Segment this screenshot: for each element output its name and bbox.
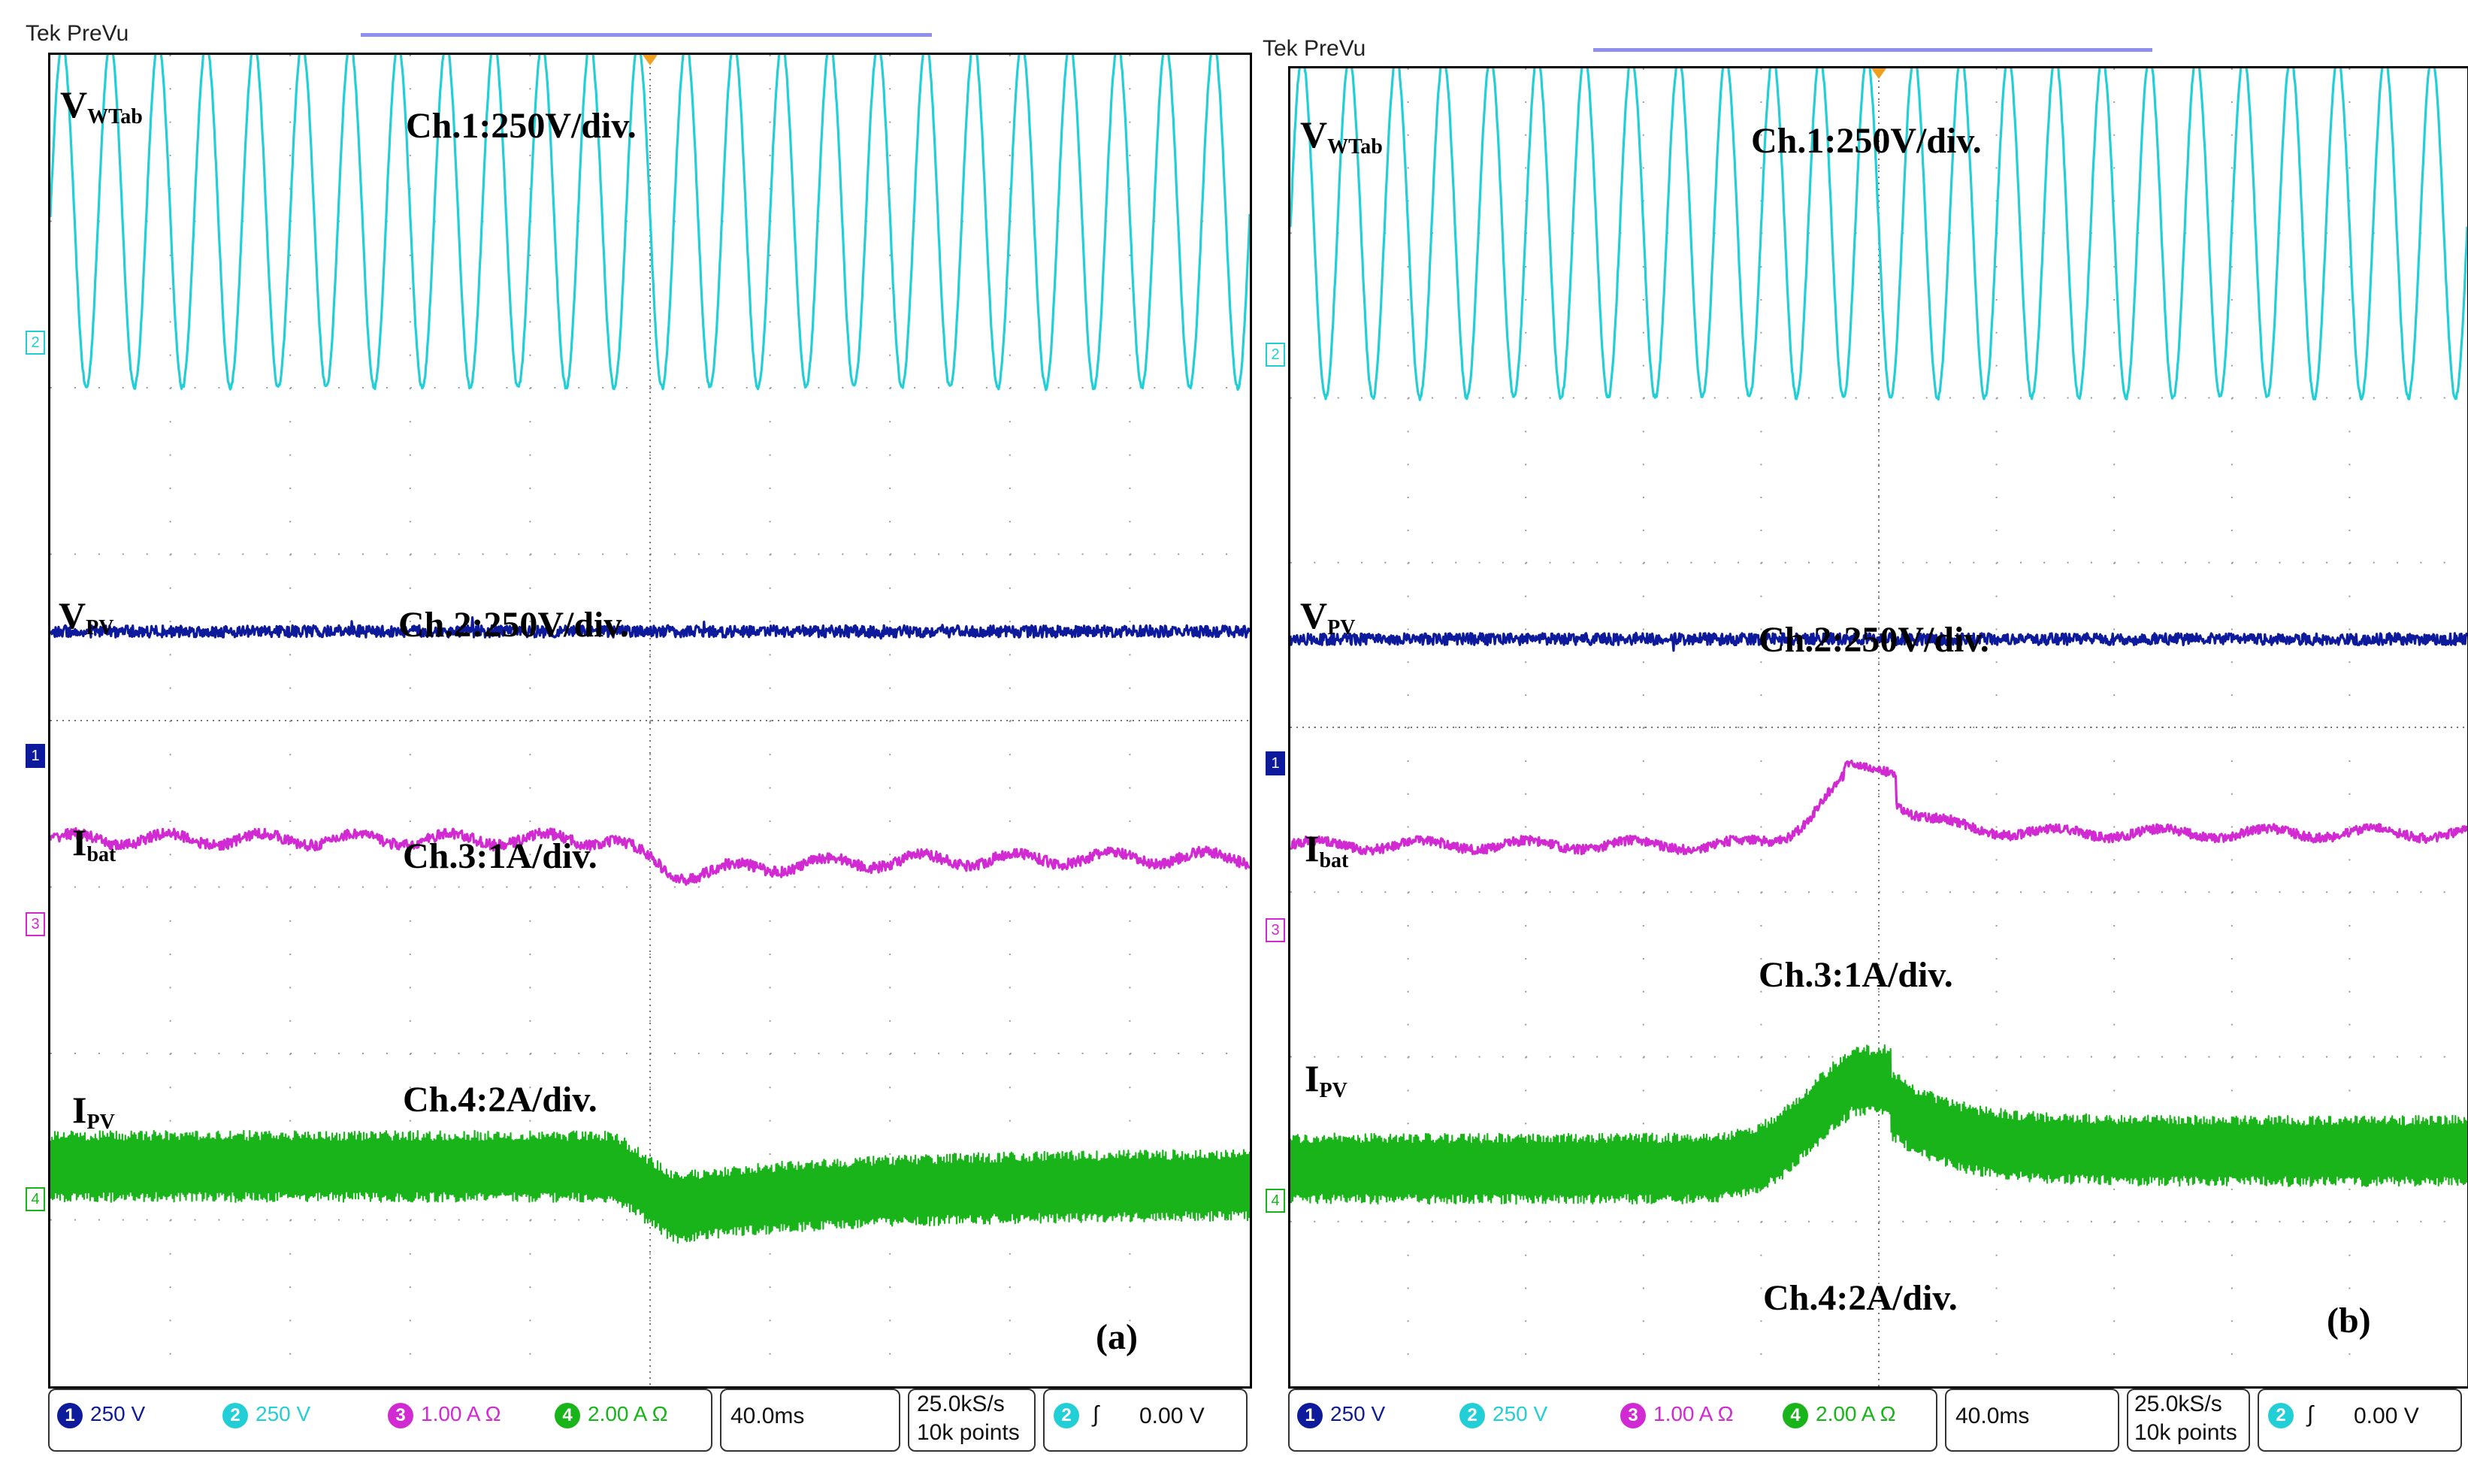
status-ch4[interactable]: 4 2.00 A Ω bbox=[555, 1402, 668, 1428]
sample-rate-value: 25.0kS/s bbox=[917, 1392, 1005, 1416]
scale-label-ch2: Ch.2:250V/div. bbox=[398, 605, 629, 645]
sample-rate-box[interactable]: 25.0kS/s 10k points bbox=[908, 1389, 1036, 1452]
trigger-slope-icon: ∫ bbox=[1093, 1402, 1099, 1427]
status-ch4[interactable]: 4 2.00 A Ω bbox=[1783, 1402, 1896, 1428]
trace-v-pv bbox=[50, 616, 1250, 640]
ch4-ground-marker[interactable]: 4 bbox=[1266, 1189, 1285, 1213]
trace-i-pv bbox=[50, 1129, 1250, 1244]
trace-i-pv bbox=[1290, 1044, 2467, 1205]
timebase-box[interactable]: 40.0ms bbox=[720, 1389, 900, 1452]
scale-label-ch1: Ch.1:250V/div. bbox=[406, 106, 637, 146]
trigger-position-bar bbox=[361, 33, 932, 37]
trigger-box[interactable]: 2 ∫ 0.00 V bbox=[1043, 1389, 1248, 1452]
sample-rate-value: 25.0kS/s bbox=[2134, 1392, 2222, 1416]
signal-label-ipv: IPV bbox=[72, 1089, 115, 1134]
signal-label-ipv: IPV bbox=[1305, 1057, 1347, 1102]
signal-label-ibat: Ibat bbox=[1305, 827, 1349, 872]
record-length-value: 10k points bbox=[2134, 1420, 2237, 1445]
ch3-ground-marker[interactable]: 3 bbox=[26, 912, 45, 936]
trace-i-bat bbox=[1290, 759, 2467, 856]
trigger-time-marker bbox=[643, 55, 658, 65]
ch2-ground-marker[interactable]: 2 bbox=[1266, 343, 1285, 367]
panel-label-a: (a) bbox=[1096, 1317, 1138, 1357]
scope-screen bbox=[48, 53, 1252, 1389]
scale-label-ch2: Ch.2:250V/div. bbox=[1759, 620, 1989, 660]
trigger-channel: 2 bbox=[1054, 1402, 1087, 1428]
scale-label-ch4: Ch.4:2A/div. bbox=[1763, 1278, 1958, 1318]
trigger-time-marker bbox=[1871, 68, 1886, 79]
signal-label-vpv: VPV bbox=[59, 594, 114, 639]
waveform-plot bbox=[50, 55, 1250, 1386]
scale-label-ch3: Ch.3:1A/div. bbox=[403, 836, 597, 876]
timebase-value: 40.0ms bbox=[730, 1404, 805, 1428]
trace-i-bat bbox=[50, 827, 1250, 886]
signal-label-ibat: Ibat bbox=[72, 821, 116, 866]
scope-panel-b: Tek PreVu 2 1 3 4 VWTab Ch.1:250V/div. V… bbox=[1240, 0, 2468, 1484]
tek-prevu-logo: Tek PreVu bbox=[26, 21, 129, 46]
timebase-value: 40.0ms bbox=[1955, 1404, 2030, 1428]
channel-scales-box[interactable]: 1 250 V 2 250 V 3 1.00 A Ω 4 2.00 A Ω bbox=[48, 1389, 712, 1452]
signal-label-vpv: VPV bbox=[1300, 594, 1356, 639]
scale-label-ch1: Ch.1:250V/div. bbox=[1751, 121, 1982, 161]
status-ch3[interactable]: 3 1.00 A Ω bbox=[388, 1402, 501, 1428]
trigger-slope-icon: ∫ bbox=[2307, 1402, 2314, 1427]
signal-label-vwtab: VWTab bbox=[1300, 113, 1383, 159]
scope-screen bbox=[1288, 66, 2468, 1389]
scale-label-ch3: Ch.3:1A/div. bbox=[1759, 955, 1953, 995]
record-length-value: 10k points bbox=[917, 1420, 1020, 1445]
trace-v-wtab bbox=[50, 55, 1250, 391]
channel-scales-box[interactable]: 1 250 V 2 250 V 3 1.00 A Ω 4 2.00 A Ω bbox=[1288, 1389, 1937, 1452]
ch3-ground-marker[interactable]: 3 bbox=[1266, 918, 1285, 942]
trigger-position-bar bbox=[1593, 48, 2152, 52]
scope-panel-a: Tek PreVu 2 1 3 4 VWTab Ch.1:250V/div. V… bbox=[26, 21, 1252, 1452]
status-ch1[interactable]: 1 250 V bbox=[57, 1402, 145, 1428]
status-ch1[interactable]: 1 250 V bbox=[1297, 1402, 1385, 1428]
status-ch3[interactable]: 3 1.00 A Ω bbox=[1620, 1402, 1734, 1428]
status-bar: 1 250 V 2 250 V 3 1.00 A Ω 4 2.00 A Ω 40.0ms… bbox=[48, 1389, 1248, 1452]
ch1-ground-marker[interactable]: 1 bbox=[1266, 751, 1285, 775]
trigger-level-value: 0.00 V bbox=[1139, 1404, 1205, 1428]
status-ch2[interactable]: 2 250 V bbox=[222, 1402, 310, 1428]
trigger-box[interactable]: 2 ∫ 0.00 V bbox=[2258, 1389, 2462, 1452]
timebase-box[interactable]: 40.0ms bbox=[1945, 1389, 2119, 1452]
waveform-plot bbox=[1290, 68, 2467, 1386]
trigger-channel: 2 bbox=[2268, 1402, 2301, 1428]
tek-prevu-logo: Tek PreVu bbox=[1263, 36, 1366, 61]
sample-rate-box[interactable]: 25.0kS/s 10k points bbox=[2127, 1389, 2250, 1452]
trace-v-pv bbox=[1290, 631, 2467, 652]
ch2-ground-marker[interactable]: 2 bbox=[26, 331, 45, 355]
signal-label-vwtab: VWTab bbox=[60, 83, 143, 128]
scale-label-ch4: Ch.4:2A/div. bbox=[403, 1080, 597, 1120]
ch4-ground-marker[interactable]: 4 bbox=[26, 1187, 45, 1211]
trigger-level-value: 0.00 V bbox=[2354, 1404, 2419, 1428]
panel-label-b: (b) bbox=[2327, 1301, 2371, 1340]
ch1-ground-marker[interactable]: 1 bbox=[26, 744, 45, 768]
status-bar: 1 250 V 2 250 V 3 1.00 A Ω 4 2.00 A Ω 40.0ms… bbox=[1288, 1389, 2465, 1452]
trace-v-wtab bbox=[1290, 68, 2467, 401]
status-ch2[interactable]: 2 250 V bbox=[1459, 1402, 1547, 1428]
